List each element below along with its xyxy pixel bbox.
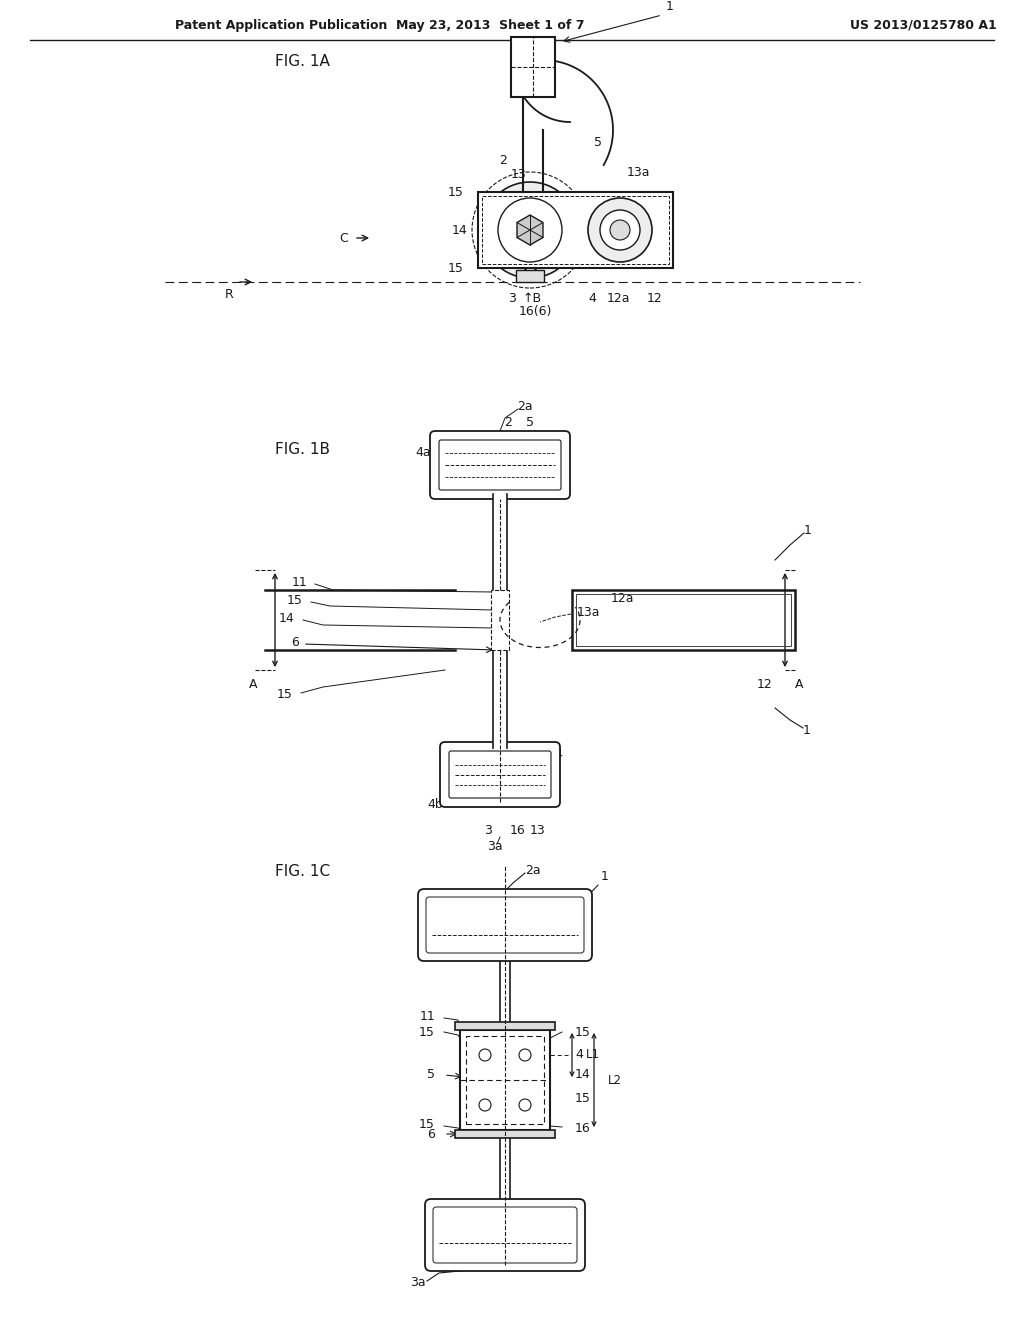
Text: C: C [339, 231, 348, 244]
Text: 15: 15 [278, 689, 293, 701]
Polygon shape [517, 215, 543, 246]
Text: 15: 15 [449, 261, 464, 275]
Bar [466, 1036, 544, 1125]
Bar [493, 494, 507, 590]
Text: US 2013/0125780 A1: US 2013/0125780 A1 [850, 18, 996, 32]
Text: 13: 13 [530, 824, 546, 837]
Text: 1: 1 [601, 870, 609, 883]
Circle shape [600, 210, 640, 249]
FancyBboxPatch shape [425, 1199, 585, 1271]
Circle shape [498, 198, 562, 261]
Text: 5: 5 [427, 1068, 435, 1081]
Text: 16: 16 [575, 1122, 591, 1134]
FancyBboxPatch shape [449, 751, 551, 799]
Text: 1: 1 [666, 0, 674, 13]
Bar [455, 1130, 555, 1138]
Text: 4: 4 [588, 292, 596, 305]
FancyBboxPatch shape [418, 888, 592, 961]
Text: 15: 15 [449, 186, 464, 198]
Text: 14: 14 [280, 611, 295, 624]
Bar [516, 271, 544, 282]
FancyBboxPatch shape [430, 432, 570, 499]
Circle shape [519, 1100, 531, 1111]
Text: 3: 3 [484, 824, 492, 837]
Text: 15: 15 [419, 1026, 435, 1039]
Text: 3: 3 [551, 1213, 559, 1226]
Text: 11: 11 [292, 576, 308, 589]
Text: 15: 15 [419, 1118, 435, 1131]
Text: 16(6): 16(6) [518, 305, 552, 318]
FancyBboxPatch shape [439, 440, 561, 490]
Bar [575, 594, 791, 645]
Circle shape [610, 220, 630, 240]
Text: 1: 1 [804, 524, 812, 536]
Text: 16: 16 [510, 824, 526, 837]
Text: 13a: 13a [577, 606, 600, 619]
Bar [478, 191, 673, 268]
Text: 13: 13 [511, 168, 527, 181]
Text: 15: 15 [575, 1026, 591, 1039]
Text: 6: 6 [427, 1127, 435, 1140]
Text: 3a: 3a [411, 1276, 426, 1290]
Text: 5: 5 [594, 136, 602, 149]
Text: 6: 6 [291, 635, 299, 648]
Text: Patent Application Publication: Patent Application Publication [175, 18, 387, 32]
Text: 4: 4 [554, 748, 562, 762]
Text: L1: L1 [586, 1048, 600, 1061]
Text: FIG. 1B: FIG. 1B [275, 442, 330, 458]
FancyBboxPatch shape [433, 1206, 577, 1263]
Circle shape [479, 1049, 490, 1061]
FancyBboxPatch shape [440, 742, 560, 807]
Circle shape [482, 182, 578, 279]
Text: 12: 12 [647, 292, 663, 305]
Bar [493, 649, 507, 748]
Circle shape [588, 198, 652, 261]
Text: 3: 3 [508, 292, 516, 305]
Circle shape [519, 1049, 531, 1061]
Text: A: A [795, 677, 803, 690]
Circle shape [479, 1100, 490, 1111]
Text: 4b: 4b [427, 799, 442, 812]
Text: 2: 2 [499, 153, 507, 166]
Text: 5: 5 [526, 416, 534, 429]
Text: FIG. 1C: FIG. 1C [275, 865, 330, 879]
Text: 2a: 2a [517, 400, 532, 412]
Bar [511, 37, 555, 96]
Text: 3a: 3a [487, 841, 503, 854]
Text: 12: 12 [757, 678, 773, 692]
Text: ↑B: ↑B [522, 292, 542, 305]
Bar [572, 590, 795, 649]
Text: 2: 2 [504, 416, 512, 429]
Text: 4: 4 [575, 1048, 583, 1061]
Text: 11: 11 [419, 1011, 435, 1023]
Bar [460, 1030, 550, 1130]
Text: 16: 16 [522, 1243, 538, 1257]
Text: R: R [225, 288, 233, 301]
Text: L2: L2 [608, 1073, 622, 1086]
Text: 14: 14 [453, 223, 468, 236]
Text: 1: 1 [803, 723, 811, 737]
Bar [455, 1022, 555, 1030]
Text: 15: 15 [575, 1092, 591, 1105]
Text: 13a: 13a [627, 165, 650, 178]
FancyBboxPatch shape [426, 898, 584, 953]
Bar [490, 590, 509, 649]
Text: 15: 15 [287, 594, 303, 606]
Text: May 23, 2013  Sheet 1 of 7: May 23, 2013 Sheet 1 of 7 [395, 18, 585, 32]
Text: A: A [249, 677, 257, 690]
Text: 2a: 2a [525, 863, 541, 876]
Text: 4a: 4a [415, 446, 431, 459]
Bar [482, 195, 669, 264]
Text: FIG. 1A: FIG. 1A [275, 54, 330, 70]
Text: 14: 14 [575, 1068, 591, 1081]
Text: 12a: 12a [606, 292, 630, 305]
Text: 12a: 12a [610, 591, 634, 605]
